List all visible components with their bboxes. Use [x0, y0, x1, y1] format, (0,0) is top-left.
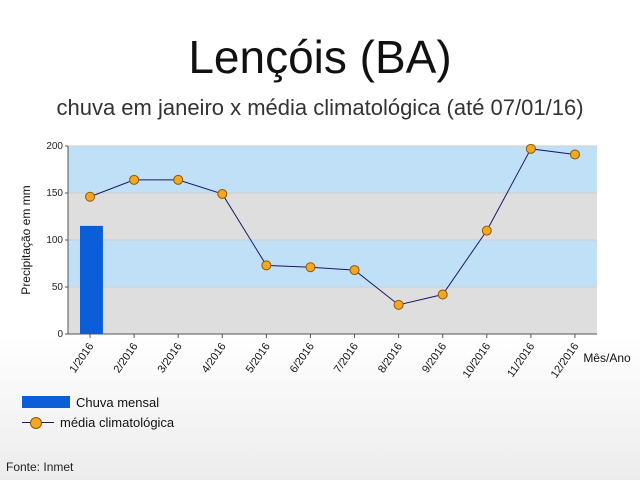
y-axis-label: Precipitação em mm [19, 185, 33, 294]
y-tick-label: 200 [46, 141, 63, 152]
x-tick-label: 8/2016 [376, 341, 405, 375]
legend-item-bar: Chuva mensal [22, 392, 174, 412]
x-tick-label: 1/2016 [67, 341, 96, 375]
x-tick-label: 6/2016 [288, 341, 317, 375]
climatology-point [305, 262, 316, 273]
x-tick-label: 5/2016 [244, 341, 273, 375]
x-tick-label: 2/2016 [111, 341, 140, 375]
climatology-point [349, 265, 360, 276]
climatology-point [525, 143, 536, 154]
y-tick-label: 150 [46, 188, 63, 199]
grid-band [68, 193, 597, 240]
climatology-point [173, 174, 184, 185]
climatology-point [129, 174, 140, 185]
grid-band [68, 240, 597, 287]
x-tick-label: 12/2016 [549, 341, 582, 380]
climatology-point [437, 289, 448, 300]
chart-legend: Chuva mensal média climatológica [22, 392, 174, 432]
data-bar [80, 225, 103, 334]
chart-title: Lençóis (BA) [188, 31, 452, 83]
y-tick-label: 100 [46, 235, 63, 246]
climatology-point [393, 299, 404, 310]
x-tick-label: 10/2016 [461, 341, 494, 380]
climatology-point [217, 188, 228, 199]
chart-subtitle: chuva em janeiro x média climatológica (… [56, 95, 584, 120]
y-tick-label: 0 [57, 329, 63, 340]
x-tick-label: 3/2016 [156, 341, 185, 375]
climatology-point [261, 260, 272, 271]
legend-line-label: média climatológica [60, 414, 175, 430]
legend-line-swatch [22, 416, 54, 429]
legend-item-line: média climatológica [22, 412, 174, 432]
climatology-line [89, 148, 576, 306]
climatology-point [85, 191, 96, 202]
x-tick-label: 4/2016 [200, 341, 229, 375]
y-tick-label: 50 [52, 282, 64, 293]
x-tick-label: 11/2016 [505, 341, 537, 380]
x-axis-label: Mês/Ano [583, 351, 631, 365]
legend-bar-label: Chuva mensal [76, 394, 160, 410]
climatology-point [481, 225, 492, 236]
grid-band [68, 146, 597, 193]
x-tick-label: 7/2016 [332, 341, 361, 375]
legend-bar-swatch [22, 396, 70, 408]
x-tick-label: 9/2016 [420, 341, 449, 375]
source-note: Fonte: Inmet [6, 460, 74, 474]
climatology-point [569, 149, 580, 160]
grid-band [68, 287, 597, 334]
